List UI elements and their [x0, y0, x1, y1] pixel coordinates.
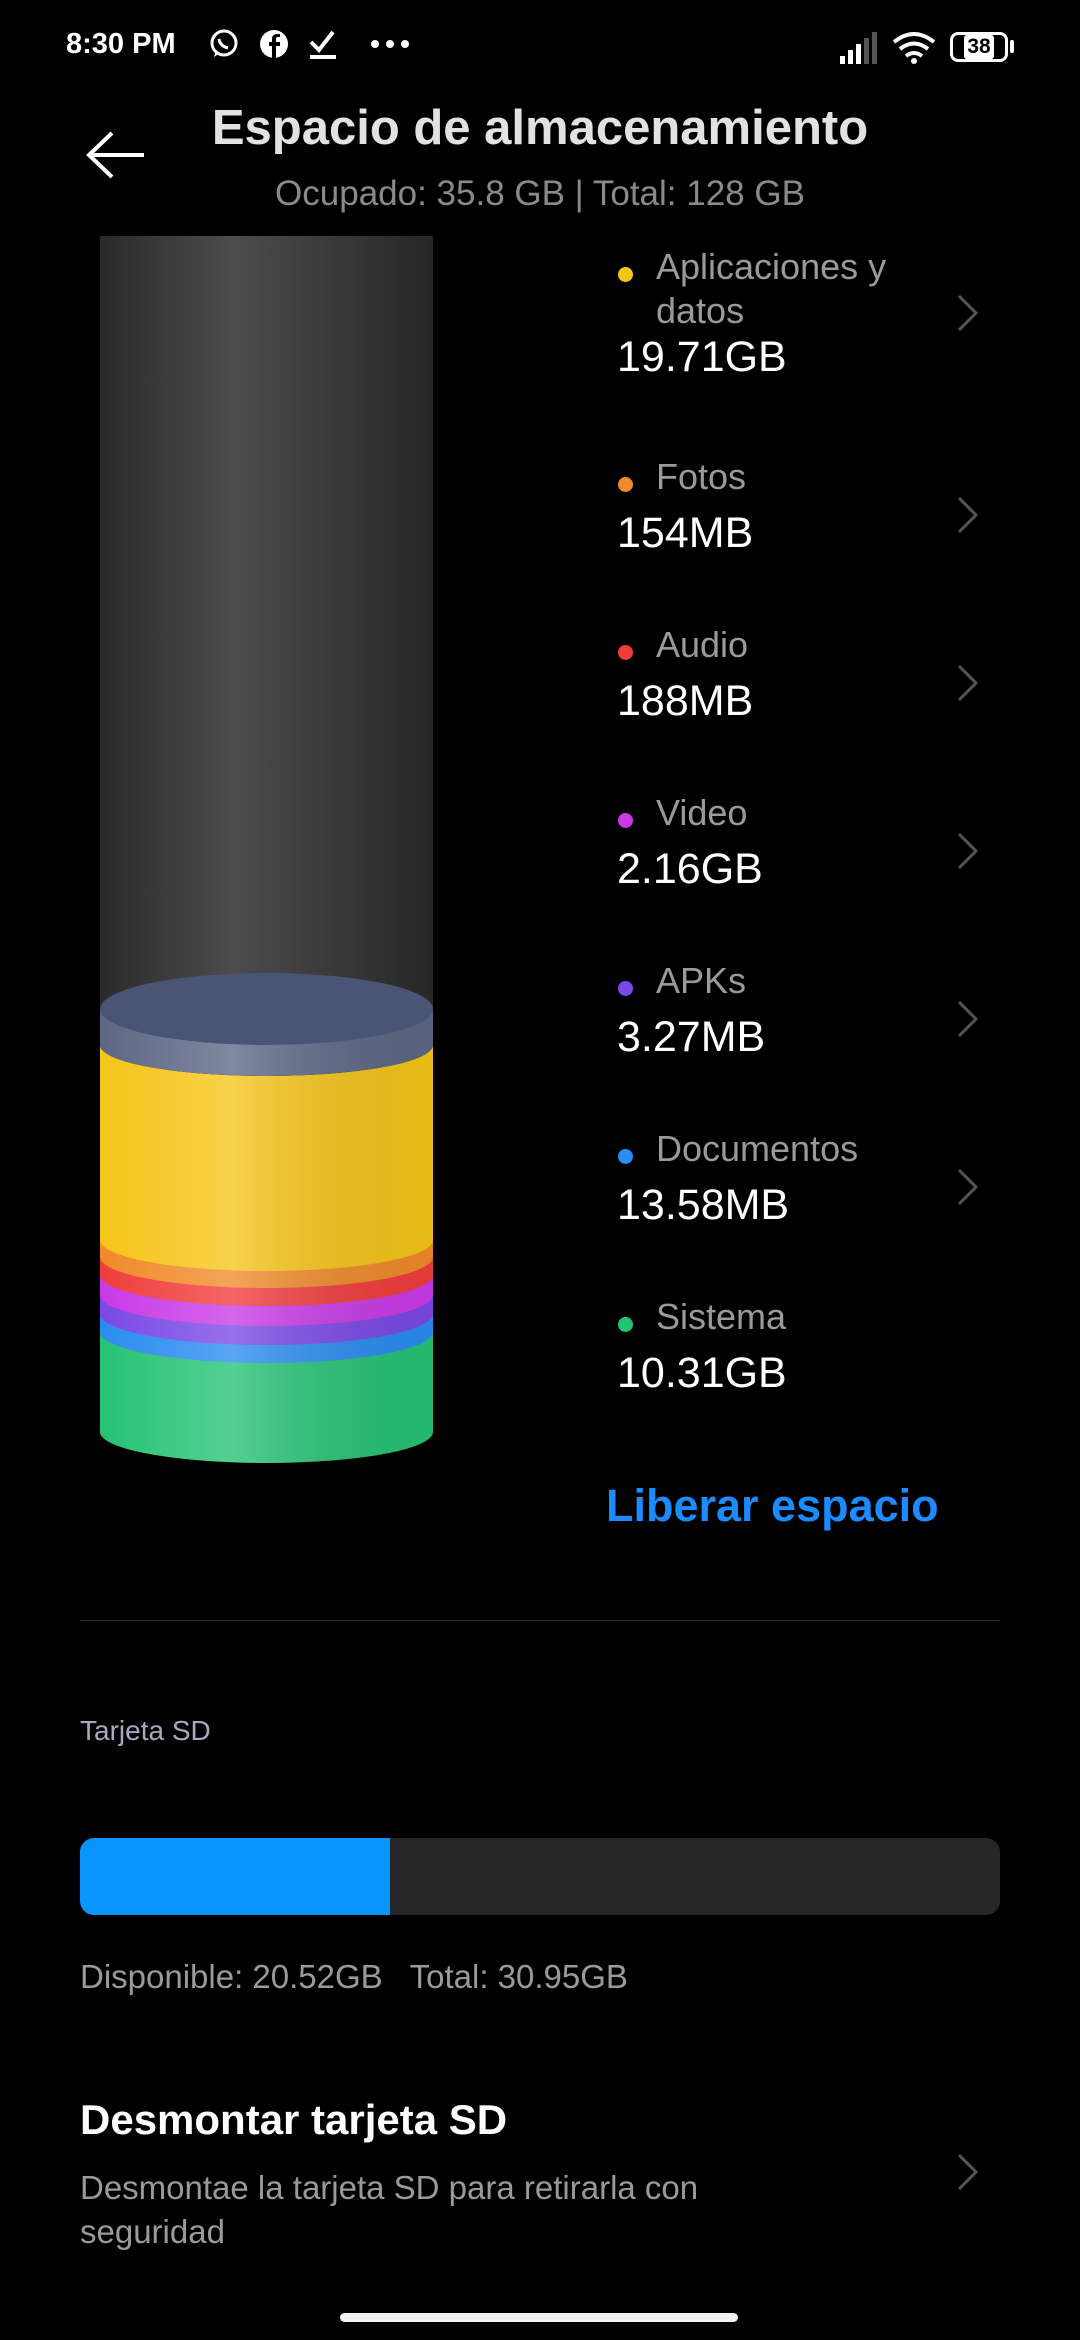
category-value: 13.58MB	[617, 1181, 790, 1229]
sd-card-usage-bar	[80, 1838, 1000, 1915]
storage-cylinder-chart	[100, 236, 434, 1463]
cylinder-top-cap	[100, 973, 433, 1045]
unmount-title: Desmontar tarjeta SD	[80, 2096, 508, 2143]
category-color-dot	[618, 813, 633, 828]
category-value: 3.27MB	[617, 1013, 766, 1061]
divider	[80, 1620, 1000, 1621]
category-color-dot	[618, 1149, 633, 1164]
facebook-icon	[260, 30, 288, 58]
category-item[interactable]: Documentos 13.58MB	[610, 1127, 1010, 1277]
chevron-right-icon	[957, 832, 979, 870]
home-indicator[interactable]	[340, 2313, 738, 2322]
cylinder-segment-5-shading	[100, 1293, 434, 1345]
category-label: Audio	[656, 624, 749, 665]
back-arrow-icon[interactable]	[84, 130, 148, 180]
cylinder-segment-3-shading	[100, 1255, 434, 1306]
cylinder-segment-7-shading	[100, 1330, 434, 1463]
chevron-right-icon	[957, 2153, 979, 2191]
category-item[interactable]: Fotos 154MB	[610, 455, 1010, 605]
free-space-tube	[100, 236, 433, 1036]
status-time: 8:30 PM	[66, 28, 176, 60]
category-value: 19.71GB	[617, 333, 787, 381]
category-value: 10.31GB	[617, 1349, 787, 1397]
whatsapp-icon	[210, 29, 238, 57]
category-color-dot	[618, 267, 633, 282]
chevron-right-icon	[957, 1168, 979, 1206]
category-color-dot	[618, 645, 633, 660]
category-item[interactable]: Video 2.16GB	[610, 791, 1010, 941]
chevron-right-icon	[957, 664, 979, 702]
category-item[interactable]: Aplicaciones y datos 19.71GB	[610, 245, 1010, 395]
category-color-dot	[618, 981, 633, 996]
category-label: Sistema	[656, 1296, 787, 1337]
category-item[interactable]: Audio 188MB	[610, 623, 1010, 773]
category-value: 2.16GB	[617, 845, 763, 893]
chevron-right-icon	[957, 496, 979, 534]
sd-card-usage-fill	[80, 1838, 391, 1915]
chevron-right-icon	[957, 294, 979, 332]
category-label: Aplicaciones y datos	[656, 246, 887, 331]
sd-total: Total: 30.95GB	[409, 1958, 628, 1995]
signal-icon	[840, 32, 877, 64]
category-item: Sistema 10.31GB	[610, 1295, 1010, 1445]
cylinder-segment-2-shading	[100, 1238, 434, 1288]
category-label: Fotos	[656, 456, 747, 497]
download-done-icon	[309, 30, 336, 59]
battery-level: 38	[964, 35, 994, 59]
battery-icon: 38	[950, 32, 1008, 62]
page-title: Espacio de almacenamiento	[211, 101, 869, 155]
category-label: APKs	[656, 960, 747, 1001]
category-item[interactable]: APKs 3.27MB	[610, 959, 1010, 1109]
storage-summary: Ocupado: 35.8 GB | Total: 128 GB	[275, 174, 805, 213]
free-space-button[interactable]: Liberar espacio	[606, 1480, 939, 1531]
wifi-icon	[892, 32, 936, 64]
category-value: 188MB	[617, 677, 754, 725]
category-value: 154MB	[617, 509, 754, 557]
battery-tip	[1010, 40, 1014, 53]
category-label: Documentos	[656, 1128, 859, 1169]
sd-available: Disponible: 20.52GB	[80, 1958, 383, 1995]
category-color-dot	[618, 1317, 633, 1332]
unmount-subtitle: Desmontae la tarjeta SD para retirarla c…	[80, 2169, 699, 2250]
more-dots-icon	[371, 40, 409, 48]
unmount-sd-row[interactable]: Desmontar tarjeta SD Desmontae la tarjet…	[0, 2080, 1080, 2270]
category-color-dot	[618, 477, 633, 492]
chevron-right-icon	[957, 1000, 979, 1038]
cylinder-segment-4-shading	[100, 1273, 434, 1326]
cylinder-segment-6-shading	[100, 1312, 434, 1363]
sd-card-info: Disponible: 20.52GB Total: 30.95GB	[80, 1958, 628, 1996]
category-label: Video	[656, 792, 748, 833]
cylinder-segment-1-shading	[100, 1045, 434, 1271]
sd-card-section-label: Tarjeta SD	[80, 1715, 211, 1746]
notification-icons	[208, 28, 410, 60]
